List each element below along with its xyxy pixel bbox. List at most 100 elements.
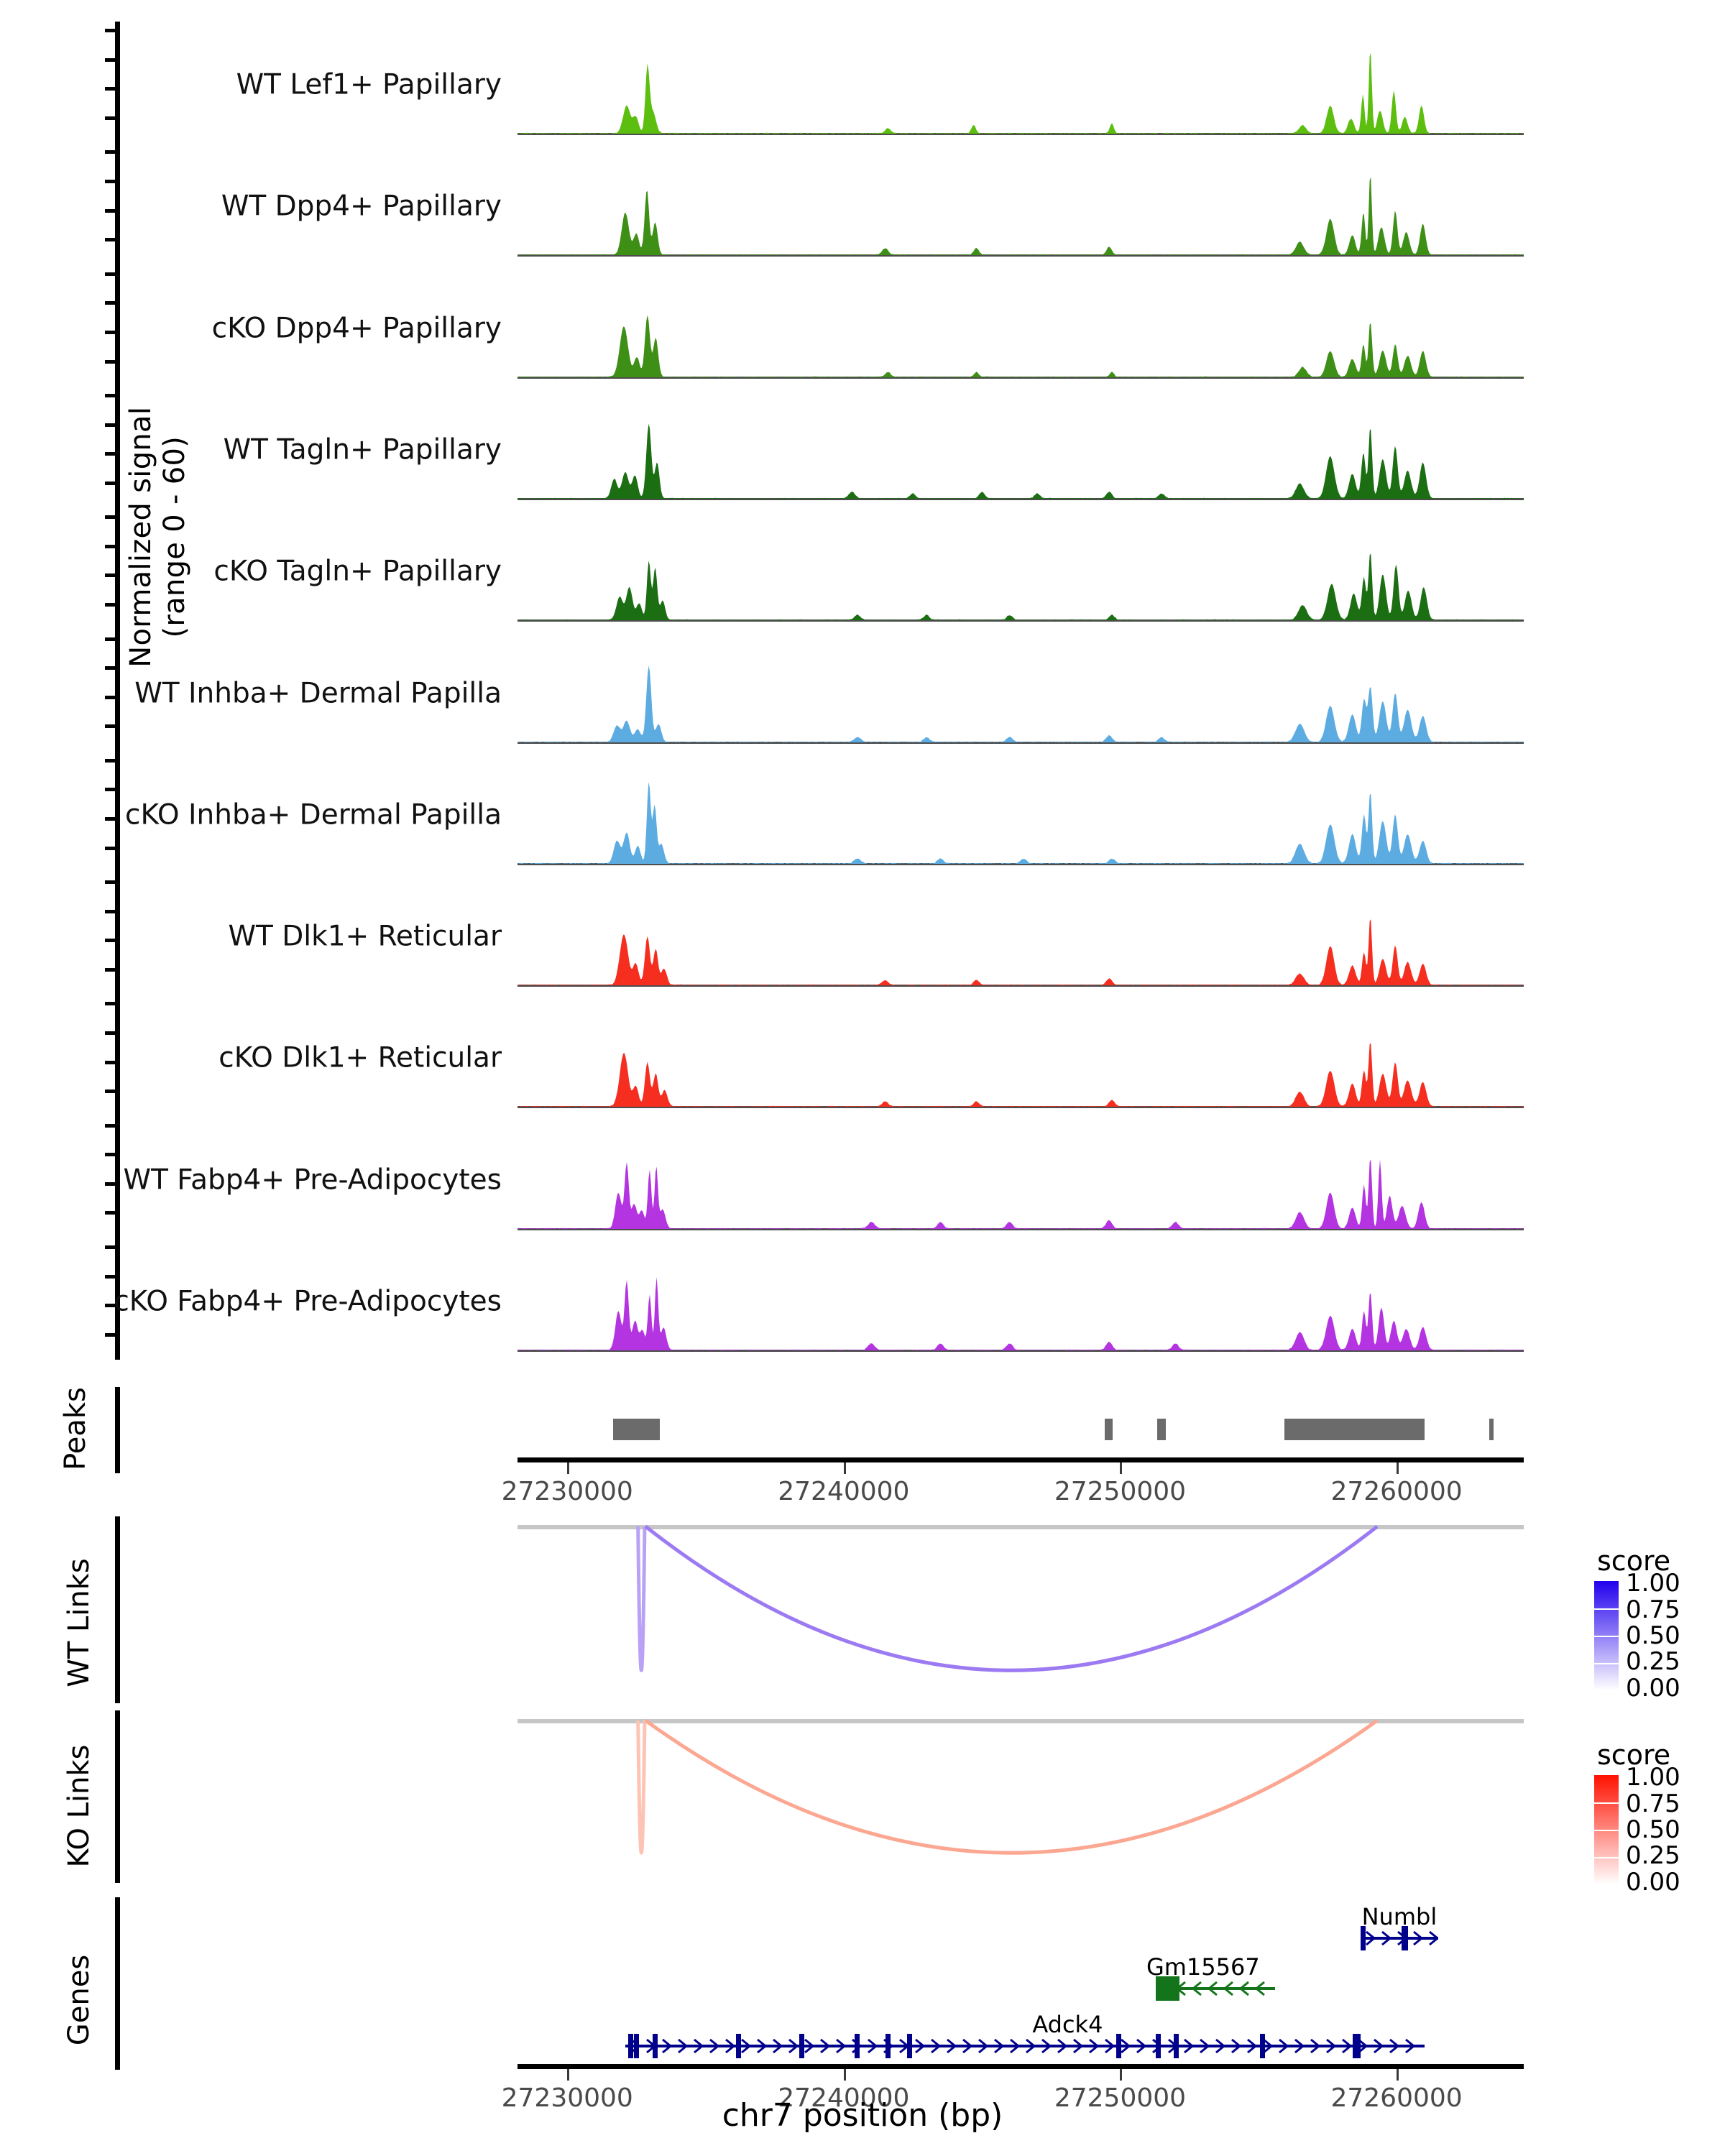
position-axis-tick xyxy=(843,1462,846,1474)
genes-track: Numbl Gm15567 Adck4 xyxy=(518,1897,1524,2070)
wt-links-arcs xyxy=(636,1525,1379,1672)
gene-exon xyxy=(634,2034,640,2058)
gene-row: Gm15567 xyxy=(1146,1953,1275,2001)
ko-links-legend-title: score xyxy=(1597,1739,1671,1771)
position-axis-tick-label: 27240000 xyxy=(778,2083,910,2113)
coverage-signal xyxy=(518,423,1524,499)
coverage-signal xyxy=(518,1158,1524,1229)
gene-exon xyxy=(1116,2034,1122,2058)
position-axis-tick xyxy=(1397,2069,1399,2081)
coverage-track: cKO Dpp4+ Papillary xyxy=(212,278,1524,379)
coverage-signal xyxy=(518,665,1524,742)
coverage-axis-tick xyxy=(105,423,116,427)
coverage-axis-tick xyxy=(105,481,116,485)
coverage-signal xyxy=(518,1276,1524,1350)
coverage-axis-tick xyxy=(105,967,116,972)
wt-links-panel-spine xyxy=(115,1516,120,1703)
coverage-axis-tick xyxy=(105,330,116,334)
coverage-signal xyxy=(518,52,1524,134)
gene-body-line xyxy=(625,2045,1425,2047)
coverage-signal xyxy=(518,315,1524,377)
ko-links-legend-gradient xyxy=(1594,1775,1619,1884)
coverage-axis-tick xyxy=(105,116,116,121)
coverage-track: WT Dlk1+ Reticular xyxy=(228,886,1524,987)
coverage-axis-tick xyxy=(105,880,116,885)
coverage-baseline xyxy=(518,1106,1524,1109)
coverage-axis-tick xyxy=(105,573,116,578)
ko-legend-tick-1: 1.00 xyxy=(1626,1763,1680,1792)
coverage-axis-tick xyxy=(105,695,116,699)
coverage-axis-tick xyxy=(105,238,116,242)
coverage-axis-tick xyxy=(105,1002,116,1006)
coverage-track: cKO Dlk1+ Reticular xyxy=(218,1008,1524,1109)
ko-legend-tick-2: 0.75 xyxy=(1626,1789,1680,1818)
gene-label: Numbl xyxy=(1361,1903,1438,1930)
coverage-axis-tick xyxy=(105,1211,116,1215)
coverage-axis-tick xyxy=(105,1123,116,1128)
coverage-track-label: WT Lef1+ Papillary xyxy=(236,68,502,101)
link-arc xyxy=(636,1526,647,1672)
coverage-track-label: WT Fabp4+ Pre-Adipocytes xyxy=(123,1164,502,1197)
position-axis-tick-label: 27240000 xyxy=(778,1477,910,1506)
coverage-axis-tick xyxy=(105,301,116,305)
gene-exon xyxy=(799,2034,805,2058)
gene-exon xyxy=(1259,2034,1265,2058)
gene-arrow-right-icon xyxy=(630,2038,1416,2054)
wt-legend-tick-3: 0.50 xyxy=(1626,1621,1680,1650)
coverage-axis-tick xyxy=(105,544,116,548)
coverage-baseline xyxy=(518,862,1524,865)
gene-exon xyxy=(855,2034,860,2058)
ko-legend-tick-4: 0.25 xyxy=(1626,1841,1680,1871)
coverage-baseline xyxy=(518,1227,1524,1230)
coverage-axis-tick xyxy=(105,758,116,763)
ko-links-baseline xyxy=(518,1719,1524,1723)
coverage-track-label: cKO Inhba+ Dermal Papilla xyxy=(125,798,502,831)
ko-links-panel-label: KO Links xyxy=(63,1744,96,1868)
coverage-panel-spine xyxy=(115,22,120,1360)
gene-row: Adck4 xyxy=(625,2011,1425,2058)
position-axis-tick-label: 27250000 xyxy=(1054,1477,1187,1506)
peak-region xyxy=(1489,1419,1494,1440)
gene-exon xyxy=(1156,1976,1180,2001)
link-arc xyxy=(644,1525,1379,1672)
peaks-track xyxy=(518,1387,1524,1473)
coverage-track-label: WT Tagln+ Papillary xyxy=(223,433,502,466)
coverage-signal xyxy=(518,1043,1524,1107)
coverage-axis-tick xyxy=(105,1089,116,1094)
gene-body-line xyxy=(1156,1987,1275,1990)
position-axis-tick-label: 27260000 xyxy=(1330,2083,1463,2113)
coverage-axis-tick xyxy=(105,788,116,792)
ko-links-legend: score 1.00 0.75 0.50 0.25 0.00 xyxy=(1594,1739,1725,1897)
coverage-baseline xyxy=(518,1349,1524,1352)
coverage-track-label: WT Dpp4+ Papillary xyxy=(221,190,502,223)
position-axis-line-top xyxy=(518,1457,1524,1462)
gene-arrow-right-icon xyxy=(1366,1930,1438,1946)
coverage-track-label: cKO Fabp4+ Pre-Adipocytes xyxy=(114,1285,502,1318)
coverage-axis-tick xyxy=(105,393,116,397)
coverage-track: WT Fabp4+ Pre-Adipocytes xyxy=(124,1130,1524,1230)
coverage-axis-tick xyxy=(105,180,116,184)
coverage-axis-tick xyxy=(105,637,116,641)
gene-exon xyxy=(735,2034,741,2058)
coverage-signal xyxy=(518,177,1524,256)
ko-links-legend-ticks: 1.00 0.75 0.50 0.25 0.00 xyxy=(1626,1763,1725,1897)
wt-links-legend-ticks: 1.00 0.75 0.50 0.25 0.00 xyxy=(1626,1569,1725,1703)
coverage-axis-tick xyxy=(105,724,116,729)
coverage-axis-tick xyxy=(105,1153,116,1157)
ko-links-panel-spine xyxy=(115,1710,120,1883)
gene-exon xyxy=(1156,2034,1162,2058)
coverage-track-label: cKO Tagln+ Papillary xyxy=(213,555,502,588)
coverage-baseline xyxy=(518,254,1524,257)
gene-label: Gm15567 xyxy=(1146,1953,1260,1981)
peak-region xyxy=(612,1419,661,1440)
gene-row: Numbl xyxy=(1361,1903,1438,1950)
coverage-track: cKO Inhba+ Dermal Papilla xyxy=(125,765,1524,865)
coverage-axis-tick xyxy=(105,1245,116,1249)
peak-region xyxy=(1284,1419,1425,1440)
coverage-track: WT Tagln+ Papillary xyxy=(224,400,1524,500)
coverage-axis-tick xyxy=(105,1304,116,1308)
position-axis-tick xyxy=(843,2069,846,2081)
gene-exon xyxy=(1174,2034,1179,2058)
coverage-axis-tick xyxy=(105,452,116,456)
ko-legend-tick-3: 0.50 xyxy=(1626,1815,1680,1844)
